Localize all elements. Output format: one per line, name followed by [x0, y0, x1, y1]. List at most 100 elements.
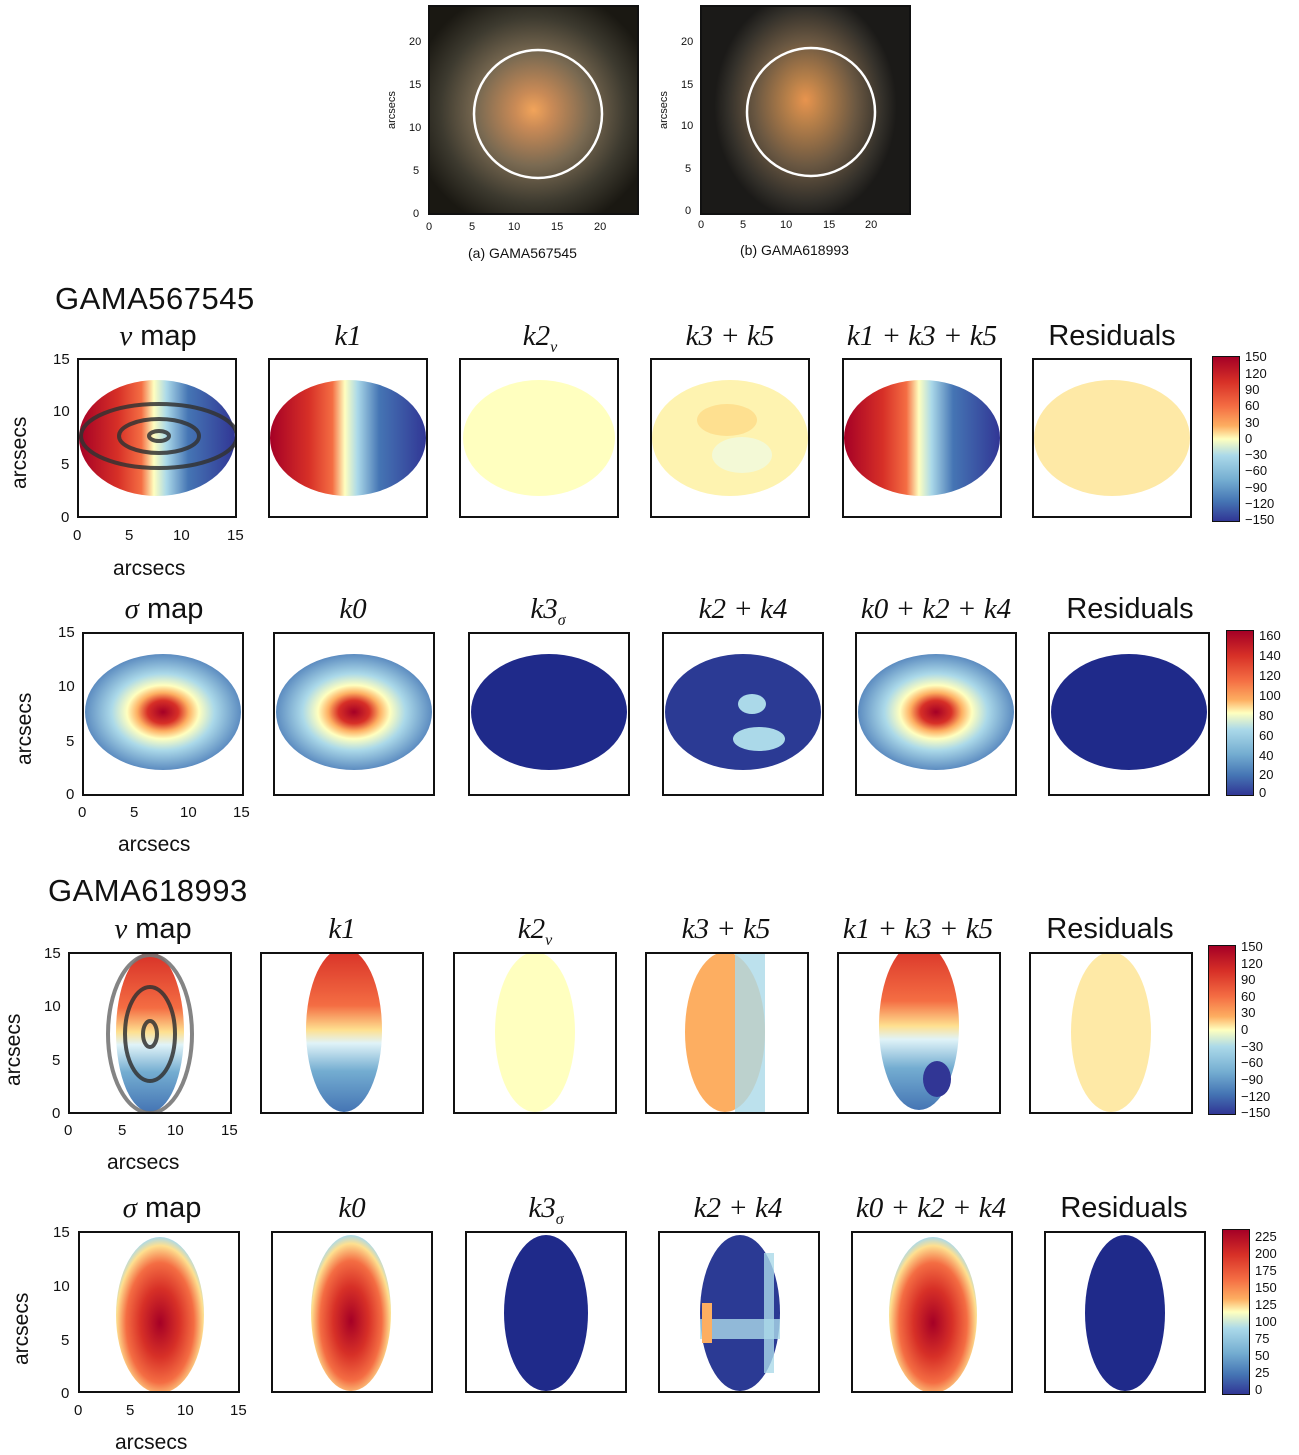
y-tick: 0 — [61, 1385, 70, 1402]
colorbar — [1222, 1229, 1250, 1395]
y-axis-label: arcsecs — [10, 1292, 33, 1365]
y-tick: 10 — [409, 122, 422, 134]
colorbar — [1226, 630, 1254, 796]
panel-title: k3σ — [530, 593, 566, 629]
panel-title: k2v — [522, 320, 558, 356]
panel-title: k0 — [339, 593, 367, 625]
cbar-tick: 100 — [1259, 688, 1281, 703]
x-tick: 15 — [227, 527, 244, 544]
k1-panel — [268, 358, 428, 518]
y-tick: 5 — [61, 456, 70, 473]
panel-title: Residuals — [1048, 320, 1176, 352]
x-tick: 0 — [73, 527, 82, 544]
cbar-tick: 30 — [1241, 1005, 1256, 1020]
k2v-panel — [459, 358, 619, 518]
x-axis-label: arcsecs — [115, 1431, 188, 1454]
x-tick: 5 — [125, 527, 134, 544]
k3sigma-panel — [465, 1231, 627, 1393]
cbar-tick: 150 — [1245, 349, 1267, 364]
cbar-tick: 0 — [1241, 1022, 1249, 1037]
y-tick: 15 — [681, 79, 694, 91]
x-tick: 15 — [230, 1402, 247, 1419]
panel-title: k1 — [334, 320, 362, 352]
cbar-tick: 150 — [1255, 1280, 1277, 1295]
y-tick: 0 — [685, 205, 692, 217]
x-tick: 10 — [508, 221, 521, 233]
panel-title: k0 + k2 + k4 — [860, 593, 1012, 625]
cbar-tick: −30 — [1241, 1039, 1264, 1054]
x-tick: 0 — [698, 219, 705, 231]
cbar-tick: −90 — [1241, 1072, 1264, 1087]
x-axis-label: arcsecs — [118, 833, 191, 856]
y-tick: 20 — [409, 36, 422, 48]
x-tick: 0 — [74, 1402, 83, 1419]
residuals-panel — [1032, 358, 1192, 518]
y-tick: 5 — [685, 163, 692, 175]
panel-title: k3 + k5 — [685, 320, 775, 352]
sigma-map-panel — [78, 1231, 240, 1393]
k0k2k4-panel — [851, 1231, 1013, 1393]
v-map-panel — [68, 952, 232, 1114]
image-a-ylabel: arcsecs — [386, 91, 398, 129]
k1k3k5-panel — [837, 952, 1001, 1114]
v-map-panel — [77, 358, 237, 518]
cbar-tick: −60 — [1245, 463, 1268, 478]
panel-title: k2v — [517, 913, 553, 949]
cbar-tick: −120 — [1241, 1089, 1271, 1104]
cbar-tick: 175 — [1255, 1263, 1277, 1278]
galaxy-image-b — [700, 5, 911, 215]
panel-title: Residuals — [1060, 1192, 1188, 1224]
y-axis-label: arcsecs — [13, 692, 36, 765]
cbar-tick: 30 — [1245, 415, 1260, 430]
cbar-tick: 60 — [1259, 728, 1274, 743]
k3k5-panel — [645, 952, 809, 1114]
cbar-tick: 0 — [1245, 431, 1253, 446]
panel-title: k0 — [338, 1192, 366, 1224]
cbar-tick: 60 — [1245, 398, 1260, 413]
image-b-caption: (b) GAMA618993 — [740, 242, 849, 258]
colorbar — [1212, 356, 1240, 522]
k2v-panel — [453, 952, 617, 1114]
residuals-panel — [1048, 632, 1210, 796]
y-tick: 10 — [44, 998, 61, 1015]
cbar-tick: 20 — [1259, 767, 1274, 782]
y-tick: 20 — [681, 36, 694, 48]
x-axis-label: arcsecs — [107, 1151, 180, 1174]
panel-title: k1 + k3 + k5 — [846, 320, 998, 352]
panel-title: Residuals — [1066, 593, 1194, 625]
panel-title: σ map — [124, 593, 204, 625]
k2k4-panel — [662, 632, 824, 796]
x-axis-label: arcsecs — [113, 557, 186, 580]
y-tick: 5 — [52, 1052, 61, 1069]
panel-title: k2 + k4 — [693, 1192, 783, 1224]
y-tick: 15 — [44, 945, 61, 962]
y-tick: 15 — [53, 351, 70, 368]
y-tick: 15 — [409, 79, 422, 91]
y-axis-label: arcsecs — [2, 1013, 25, 1086]
x-tick: 20 — [594, 221, 607, 233]
image-a-caption: (a) GAMA567545 — [468, 245, 577, 261]
cbar-tick: 160 — [1259, 628, 1281, 643]
y-tick: 0 — [413, 208, 420, 220]
galaxy-heading-1: GAMA567545 — [55, 281, 255, 316]
cbar-tick: 100 — [1255, 1314, 1277, 1329]
cbar-tick: 25 — [1255, 1365, 1270, 1380]
x-tick: 10 — [780, 219, 793, 231]
k1k3k5-panel — [842, 358, 1002, 518]
x-tick: 15 — [233, 804, 250, 821]
cbar-tick: 0 — [1259, 785, 1267, 800]
y-tick: 5 — [66, 733, 75, 750]
cbar-tick: 80 — [1259, 708, 1274, 723]
x-tick: 15 — [823, 219, 836, 231]
cbar-tick: −150 — [1241, 1105, 1271, 1120]
y-tick: 5 — [61, 1332, 70, 1349]
cbar-tick: −150 — [1245, 512, 1275, 527]
cbar-tick: −60 — [1241, 1055, 1264, 1070]
k3k5-panel — [650, 358, 810, 518]
x-tick: 5 — [118, 1122, 127, 1139]
k0-panel — [273, 632, 435, 796]
k0-panel — [271, 1231, 433, 1393]
panel-title: σ map — [122, 1192, 202, 1224]
y-tick: 0 — [66, 786, 75, 803]
y-tick: 0 — [61, 509, 70, 526]
